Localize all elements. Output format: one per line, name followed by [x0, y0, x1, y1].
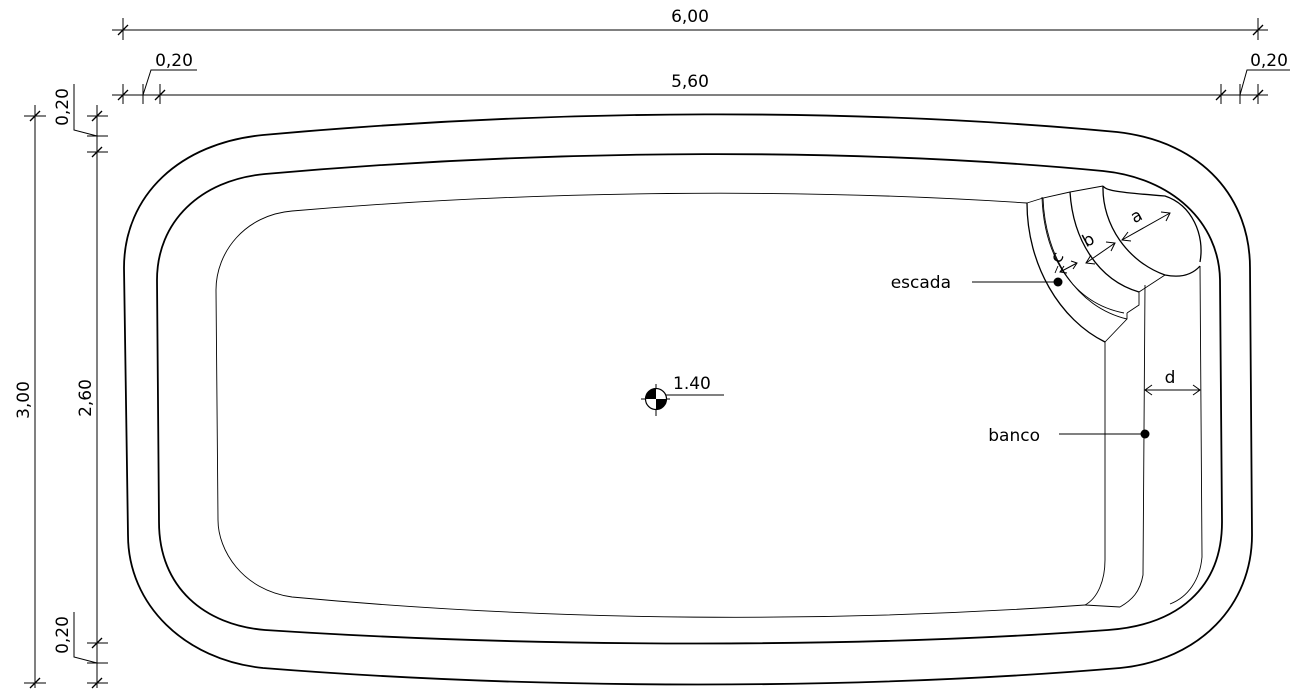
- step-a-dimension: a: [1121, 205, 1171, 242]
- pool-outer-edge: [123, 113, 1253, 686]
- overall-height-label: 3,00: [14, 381, 34, 419]
- left-rim-label: 0,20: [155, 51, 193, 71]
- stairs-callout: escada: [891, 273, 1063, 293]
- bottom-rim-label: 0,20: [53, 616, 73, 654]
- inner-width-dimension: 5,60: [112, 72, 1268, 104]
- step-c-dimension: c: [1047, 249, 1078, 274]
- stairs-label: escada: [891, 273, 951, 293]
- stairs: [1026, 185, 1202, 343]
- right-rim-dimension: 0,20: [1239, 51, 1290, 96]
- bench-d-dimension: d: [1144, 368, 1201, 396]
- overall-height-dimension: 3,00: [14, 105, 46, 689]
- overall-width-dimension: 6,00: [112, 7, 1268, 40]
- step-b-label: b: [1079, 229, 1098, 252]
- inner-width-label: 5,60: [671, 72, 709, 92]
- top-rim-dimension: 0,20: [53, 84, 98, 137]
- inner-height-dimension: 2,60: [76, 105, 108, 689]
- depth-value: 1.40: [673, 374, 711, 394]
- bottom-rim-dimension: 0,20: [53, 612, 98, 664]
- inner-height-label: 2,60: [76, 379, 96, 417]
- depth-marker: 1.40: [641, 374, 724, 416]
- bench-label: banco: [988, 426, 1040, 446]
- pool-rim-inner-edge: [156, 153, 1223, 645]
- left-rim-dimension: 0,20: [142, 51, 197, 96]
- overall-width-label: 6,00: [671, 7, 709, 27]
- top-rim-label: 0,20: [53, 88, 73, 126]
- right-rim-label: 0,20: [1250, 51, 1288, 71]
- bench-callout: banco: [988, 426, 1150, 446]
- step-a-label: a: [1127, 205, 1146, 228]
- bench: [1084, 265, 1203, 608]
- pool-floor-edge: [215, 192, 1106, 618]
- bench-d-label: d: [1165, 368, 1176, 388]
- step-c-label: c: [1047, 249, 1069, 267]
